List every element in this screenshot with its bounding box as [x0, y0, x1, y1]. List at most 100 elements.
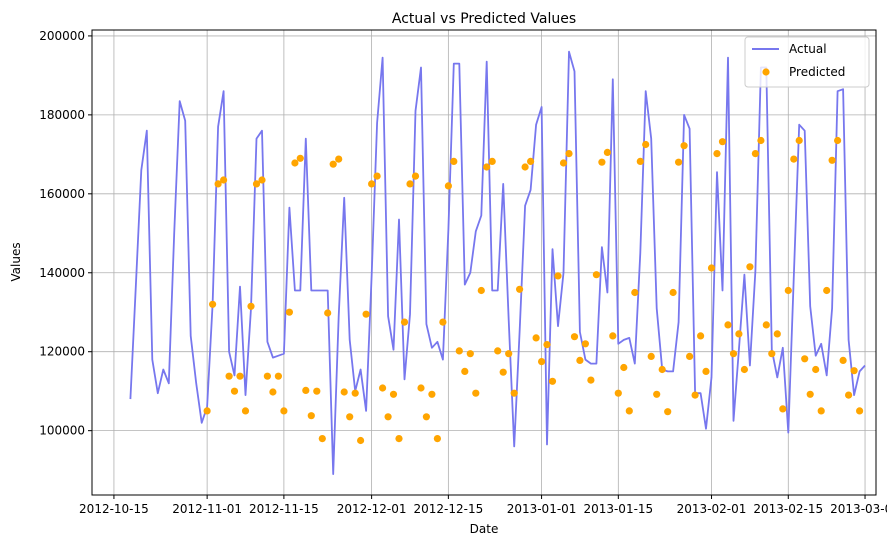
x-tick-label: 2012-11-15 [249, 502, 319, 516]
predicted-point [543, 341, 551, 349]
x-tick-label: 2013-02-01 [677, 502, 747, 516]
predicted-point [658, 365, 666, 374]
predicted-point [472, 389, 480, 397]
predicted-point [494, 347, 502, 355]
y-tick-label: 180000 [39, 108, 85, 122]
predicted-series [203, 136, 864, 445]
predicted-point [801, 355, 809, 363]
predicted-point [247, 302, 255, 310]
predicted-point [258, 176, 266, 184]
predicted-point [324, 309, 332, 317]
predicted-point [839, 356, 847, 364]
predicted-point [538, 358, 546, 366]
predicted-point [686, 352, 694, 360]
predicted-point [428, 390, 436, 398]
x-tick-label: 2013-01-15 [583, 502, 653, 516]
predicted-point [559, 159, 568, 167]
predicted-point [554, 272, 562, 280]
predicted-point [576, 356, 584, 364]
predicted-point [274, 372, 282, 380]
predicted-point [461, 367, 469, 375]
predicted-point [675, 158, 683, 166]
predicted-point [768, 350, 776, 358]
predicted-point [806, 390, 814, 398]
predicted-point [395, 435, 403, 443]
predicted-point [252, 180, 261, 188]
predicted-point [817, 407, 825, 415]
predicted-point [642, 140, 650, 149]
predicted-point [740, 365, 749, 374]
predicted-point [850, 367, 858, 375]
y-tick-label: 140000 [39, 266, 85, 280]
predicted-point [400, 318, 409, 326]
predicted-point [203, 407, 211, 415]
legend-actual-label: Actual [789, 42, 827, 56]
predicted-point [411, 172, 420, 180]
predicted-point [329, 160, 337, 168]
predicted-point [477, 286, 485, 295]
predicted-point [751, 150, 760, 158]
predicted-point [707, 264, 716, 272]
predicted-point [592, 271, 601, 279]
actual-series [129, 50, 866, 476]
predicted-point [527, 157, 535, 165]
predicted-point [713, 150, 721, 158]
predicted-point [340, 388, 348, 396]
predicted-point [631, 288, 639, 297]
predicted-point [483, 163, 491, 171]
predicted-point [521, 163, 529, 171]
predicted-point [620, 363, 628, 372]
predicted-point [724, 321, 732, 329]
predicted-point [762, 321, 770, 329]
predicted-point [784, 286, 792, 295]
chart-title: Actual vs Predicted Values [392, 11, 576, 27]
predicted-point [653, 390, 661, 398]
predicted-point [609, 332, 617, 340]
predicted-point [302, 386, 310, 394]
predicted-point [236, 372, 244, 380]
predicted-point [603, 148, 612, 156]
predicted-point [823, 286, 831, 295]
predicted-point [845, 391, 853, 399]
predicted-point [225, 372, 233, 380]
predicted-point [439, 318, 447, 326]
predicted-point [505, 350, 513, 358]
legend-predicted-label: Predicted [789, 65, 845, 79]
predicted-point [209, 300, 217, 308]
x-axis-label: Date [470, 522, 499, 536]
predicted-point [548, 377, 557, 385]
predicted-point [680, 142, 688, 150]
predicted-point [291, 159, 299, 167]
predicted-point [444, 182, 452, 190]
predicted-point [581, 340, 590, 348]
x-tick-label: 2012-11-01 [172, 502, 242, 516]
predicted-point [598, 158, 606, 166]
x-axis-ticks: 2012-10-15 2012-11-01 2012-11-15 2012-12-01… [79, 495, 887, 516]
predicted-point [664, 408, 672, 416]
predicted-point [466, 350, 474, 358]
predicted-point [335, 155, 343, 163]
predicted-point [269, 388, 277, 396]
predicted-point [499, 368, 507, 376]
predicted-point [346, 413, 354, 421]
predicted-point [422, 413, 430, 421]
predicted-point [587, 376, 595, 384]
y-tick-label: 200000 [39, 29, 85, 43]
predicted-point [357, 436, 365, 445]
predicted-point [280, 407, 288, 415]
predicted-point [373, 172, 381, 180]
predicted-point [773, 330, 781, 338]
predicted-point [757, 136, 765, 145]
predicted-point [296, 154, 304, 162]
x-tick-label: 2013-02-15 [753, 502, 823, 516]
y-axis-label: Values [9, 242, 23, 281]
predicted-point [379, 384, 387, 392]
predicted-point [718, 138, 727, 146]
predicted-point [455, 347, 463, 355]
y-tick-label: 120000 [39, 345, 85, 359]
predicted-point [362, 310, 370, 318]
y-tick-label: 160000 [39, 187, 85, 201]
predicted-point [285, 308, 293, 316]
